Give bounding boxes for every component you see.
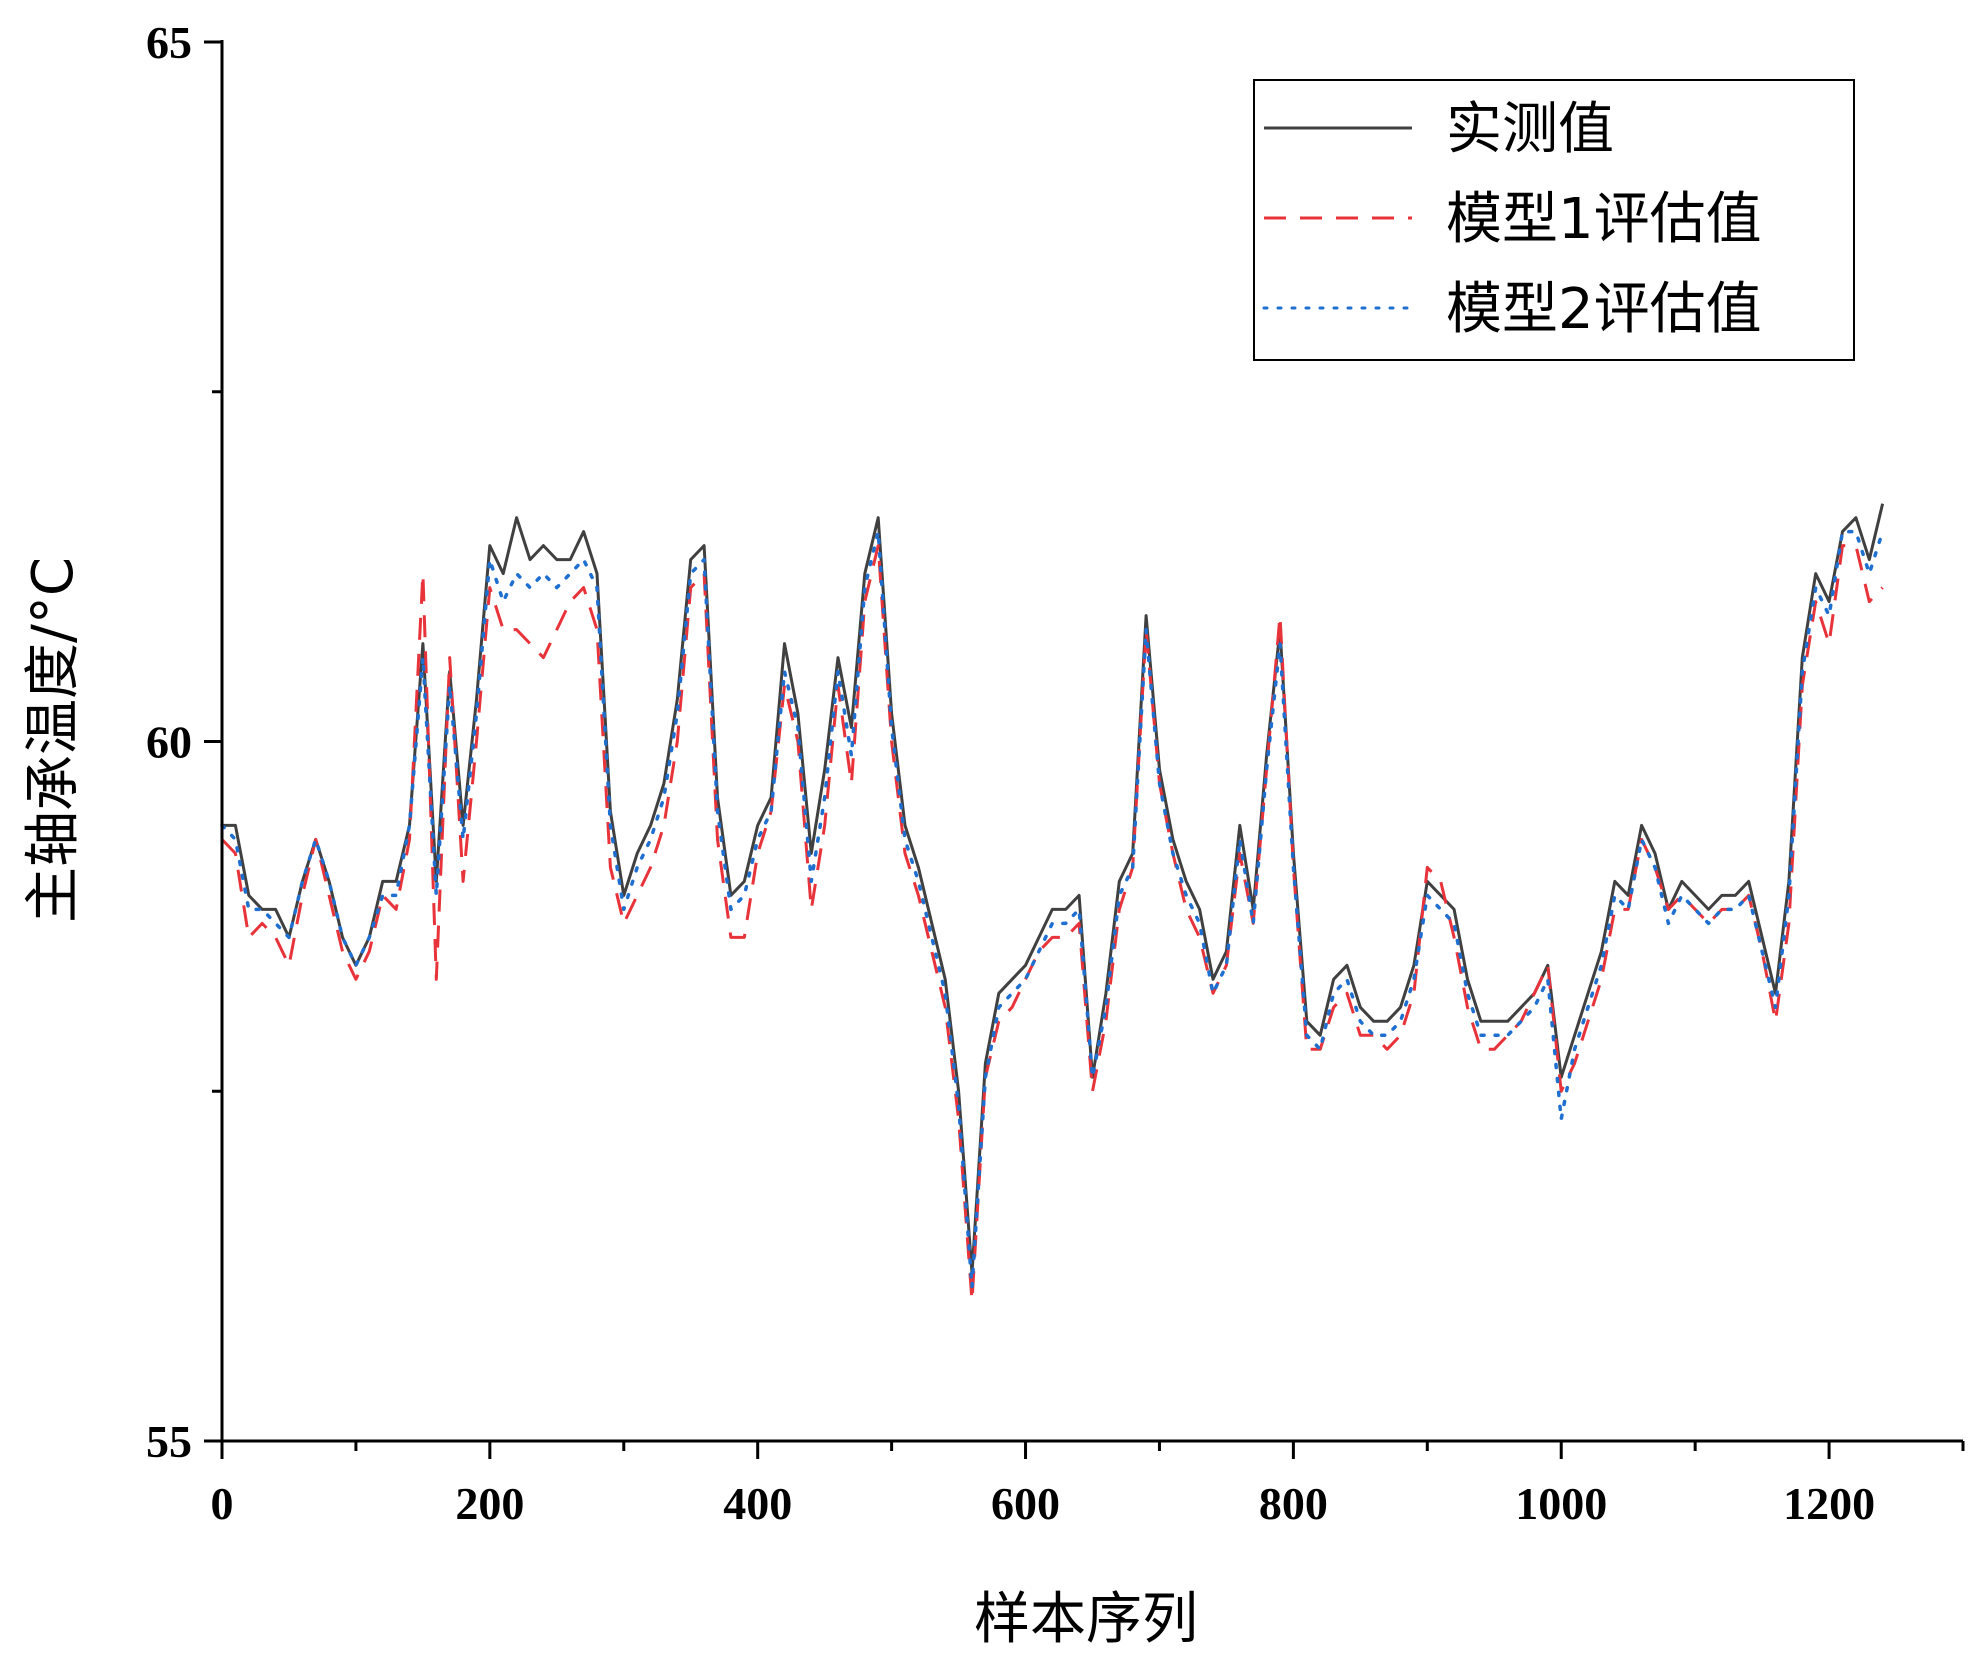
- axes: [204, 40, 1965, 1459]
- plot-lines: [220, 503, 1885, 1303]
- x-tick-label: 1000: [1515, 1478, 1607, 1529]
- y-tick-label: 60: [146, 717, 192, 768]
- x-tick-label: 0: [211, 1478, 234, 1529]
- series-line-3: [220, 529, 1885, 1289]
- series-line-2: [220, 544, 1884, 1303]
- x-tick-label: 200: [455, 1478, 524, 1529]
- x-tick-label: 800: [1259, 1478, 1328, 1529]
- x-tick-label: 600: [991, 1478, 1060, 1529]
- y-tick-label: 55: [146, 1416, 192, 1467]
- tick-labels: 0 200 400 600 800 1000 1200 55 60 65: [146, 17, 1875, 1529]
- y-axis-title: 主轴承温度/°C: [21, 557, 86, 923]
- y-tick-label: 65: [146, 17, 192, 68]
- legend-label-1: 实测值: [1446, 97, 1614, 162]
- legend-label-2: 模型1评估值: [1446, 187, 1762, 252]
- x-axis-title: 样本序列: [974, 1587, 1198, 1652]
- x-tick-label: 1200: [1783, 1478, 1875, 1529]
- x-tick-label: 400: [723, 1478, 792, 1529]
- legend-label-3: 模型2评估值: [1446, 277, 1762, 342]
- series-line-1: [222, 503, 1885, 1275]
